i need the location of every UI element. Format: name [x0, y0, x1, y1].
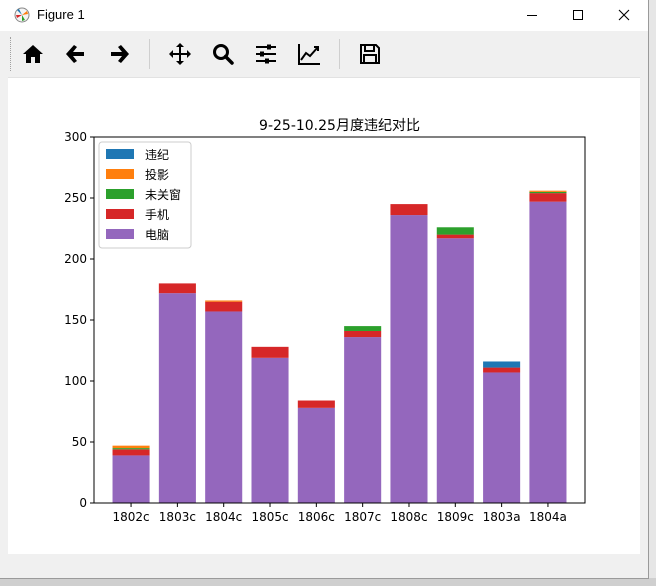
background-window-edge — [0, 578, 656, 586]
title-bar[interactable]: Figure 1 — [0, 0, 648, 31]
chart-title: 9-25-10.25月度违纪对比 — [259, 118, 420, 134]
y-tick-label: 200 — [64, 252, 87, 266]
y-tick-label: 150 — [64, 313, 87, 327]
legend-swatch — [106, 229, 134, 239]
back-button[interactable] — [59, 37, 93, 71]
y-tick-label: 300 — [64, 130, 87, 144]
bar-segment — [112, 445, 150, 449]
x-tick-label: 1803a — [483, 510, 521, 524]
legend-swatch — [106, 189, 134, 199]
legend-label: 违纪 — [145, 148, 169, 162]
bar-segment — [529, 190, 567, 192]
legend-label: 投影 — [145, 167, 169, 182]
bar-segment — [297, 407, 335, 503]
y-tick-label: 50 — [72, 435, 87, 449]
x-tick-label: 1804c — [205, 510, 242, 524]
bar-segment — [251, 357, 289, 503]
bar-segment — [344, 330, 382, 338]
bar-segment — [390, 215, 428, 503]
sliders-icon — [256, 44, 276, 64]
bar-segment — [529, 201, 567, 503]
x-tick-label: 1804a — [529, 510, 567, 524]
bar-segment — [390, 204, 428, 216]
legend-swatch — [106, 169, 134, 179]
status-bar — [8, 554, 640, 576]
home-button[interactable] — [16, 37, 50, 71]
legend-label: 电脑 — [145, 228, 169, 242]
bar-segment — [529, 191, 567, 194]
x-tick-label: 1805c — [251, 510, 288, 524]
magnifier-icon — [213, 44, 234, 65]
y-tick-label: 100 — [64, 374, 87, 388]
figure-canvas[interactable]: 9-25-10.25月度违纪对比 0 50 100 150 200 250 300 1802c 1… — [8, 78, 640, 554]
x-tick-label: 1802c — [112, 510, 149, 524]
axes-edit-button[interactable] — [292, 37, 326, 71]
chart-line-icon — [298, 44, 320, 65]
background-window-edge — [649, 0, 656, 586]
x-tick-label: 1807c — [344, 510, 381, 524]
save-button[interactable] — [353, 37, 387, 71]
bar-segment — [158, 293, 196, 503]
bar-segment — [436, 238, 474, 503]
bar-segment — [205, 311, 243, 503]
bar-segment — [112, 448, 150, 450]
window-title: Figure 1 — [37, 7, 85, 22]
legend-label: 未关窗 — [145, 188, 181, 202]
close-button[interactable] — [601, 0, 647, 31]
toolbar-separator — [339, 39, 340, 69]
legend-swatch — [106, 209, 134, 219]
bar-segment — [112, 449, 150, 456]
matplotlib-logo-icon — [14, 7, 30, 23]
legend-box — [98, 141, 192, 249]
x-tick-label: 1809c — [437, 510, 474, 524]
bar-segment — [344, 337, 382, 503]
bar-segment — [483, 367, 521, 373]
close-icon — [618, 9, 630, 21]
navigation-toolbar — [8, 31, 640, 78]
maximize-button[interactable] — [555, 0, 601, 31]
subplots-button[interactable] — [249, 37, 283, 71]
legend-label: 手机 — [145, 208, 169, 222]
bar-segment — [436, 234, 474, 239]
pan-button[interactable] — [163, 37, 197, 71]
floppy-disk-icon — [360, 44, 380, 64]
bar-segment — [297, 400, 335, 408]
x-tick-label: 1803c — [159, 510, 196, 524]
bar-segment — [158, 283, 196, 294]
arrow-right-icon — [111, 45, 129, 63]
forward-button[interactable] — [102, 37, 136, 71]
toolbar-grip[interactable] — [10, 37, 14, 71]
bar-segment — [205, 301, 243, 312]
home-icon — [23, 45, 43, 63]
toolbar-separator — [149, 39, 150, 69]
zoom-button[interactable] — [206, 37, 240, 71]
bar-segment — [436, 227, 474, 235]
stacked-bar-chart: 9-25-10.25月度违纪对比 0 50 100 150 200 250 300 1802c 1… — [64, 118, 586, 524]
bar-segment — [483, 372, 521, 503]
y-tick-label: 0 — [79, 496, 87, 510]
bar-segment — [251, 346, 289, 358]
x-tick-label: 1808c — [390, 510, 427, 524]
x-tick-label: 1806c — [298, 510, 335, 524]
figure-window: Figure 1 — [0, 0, 649, 579]
bar-segment — [483, 361, 521, 368]
minimize-button[interactable] — [509, 0, 555, 31]
move-icon — [169, 43, 191, 65]
legend-swatch — [106, 149, 134, 159]
bar-segment — [529, 193, 567, 202]
bar-segment — [205, 300, 243, 302]
y-tick-label: 250 — [64, 191, 87, 205]
arrow-left-icon — [66, 45, 84, 63]
minimize-icon — [527, 15, 537, 16]
maximize-icon — [573, 10, 583, 20]
bar-segment — [344, 326, 382, 331]
bar-segment — [112, 455, 150, 503]
